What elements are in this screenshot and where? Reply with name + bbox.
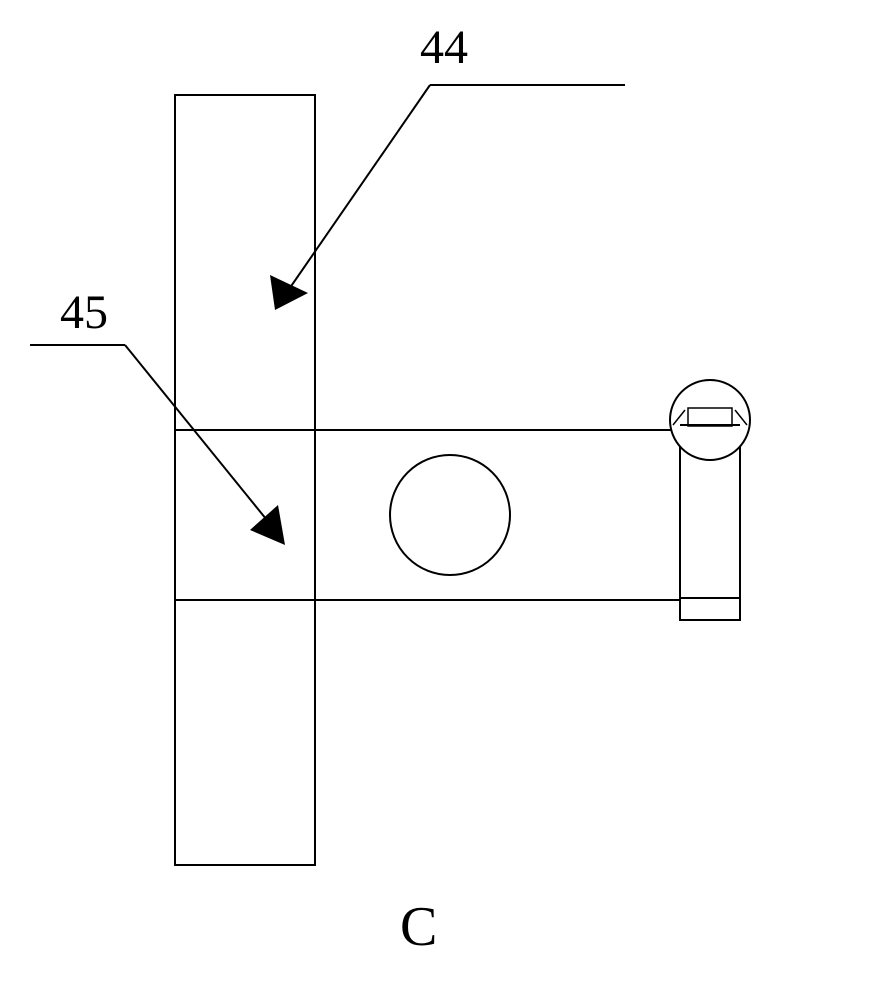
right-top-circle bbox=[670, 380, 750, 460]
leader-45-diagonal bbox=[125, 345, 275, 530]
center-circle bbox=[390, 455, 510, 575]
arrowhead-45 bbox=[250, 505, 285, 545]
diagram-svg bbox=[0, 0, 884, 1000]
vertical-bar bbox=[175, 95, 315, 865]
technical-diagram: 44 45 C bbox=[0, 0, 884, 1000]
callout-label-45: 45 bbox=[60, 285, 108, 340]
callout-label-44: 44 bbox=[420, 20, 468, 75]
view-label: C bbox=[400, 895, 437, 959]
leader-44-diagonal bbox=[285, 85, 430, 295]
arrowhead-44 bbox=[270, 275, 308, 310]
